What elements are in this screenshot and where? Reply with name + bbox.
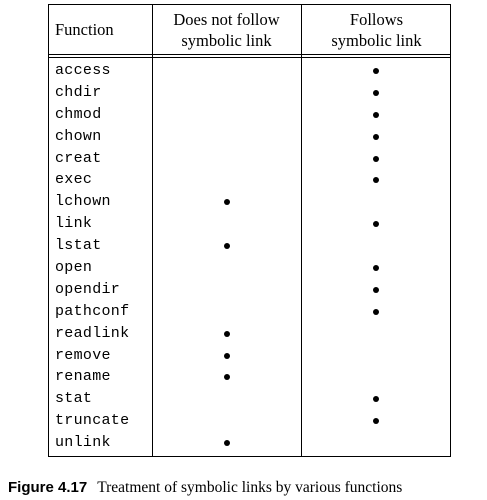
function-name: truncate	[55, 412, 130, 430]
nofollow-bullet	[224, 352, 230, 359]
function-name: link	[55, 215, 93, 233]
table-row: chown	[49, 126, 450, 148]
function-name: lchown	[55, 193, 111, 211]
follow-bullet	[373, 111, 379, 118]
header-function: Function	[49, 5, 152, 54]
nofollow-bullet	[224, 243, 230, 250]
header-rule	[49, 57, 450, 58]
table-row: readlink	[49, 323, 450, 345]
header-function-label: Function	[55, 20, 114, 39]
nofollow-bullet	[224, 330, 230, 337]
follow-bullet	[373, 286, 379, 293]
function-name: rename	[55, 368, 111, 386]
header-follow-line2: symbolic link	[331, 30, 422, 50]
follow-bullet	[373, 221, 379, 228]
figure-label: Figure 4.17	[8, 479, 88, 496]
follow-bullet	[373, 89, 379, 96]
table-row: truncate	[49, 410, 450, 432]
table-row: lchown	[49, 191, 450, 213]
header-nofollow: Does not follow symbolic link	[152, 5, 301, 54]
table-row: exec	[49, 169, 450, 191]
nofollow-bullet	[224, 440, 230, 447]
table-row: open	[49, 257, 450, 279]
table-row: chmod	[49, 104, 450, 126]
function-name: exec	[55, 171, 93, 189]
column-divider	[301, 5, 302, 456]
header-rule	[49, 54, 450, 55]
table-row: rename	[49, 366, 450, 388]
header-follow-line1: Follows	[349, 9, 404, 29]
function-name: remove	[55, 346, 111, 364]
table-row: opendir	[49, 279, 450, 301]
follow-bullet	[373, 133, 379, 140]
table-row: stat	[49, 388, 450, 410]
table-row: unlink	[49, 432, 450, 454]
function-name: chdir	[55, 83, 102, 101]
column-divider	[152, 5, 153, 456]
nofollow-bullet	[224, 374, 230, 381]
function-name: chown	[55, 127, 102, 145]
function-name: lstat	[55, 237, 102, 255]
header-follow: Follows symbolic link	[301, 5, 452, 54]
follow-bullet	[373, 68, 379, 74]
table-row: lstat	[49, 235, 450, 257]
figure-caption-text: Treatment of symbolic links by various f…	[97, 479, 403, 496]
follow-bullet	[373, 396, 379, 403]
table-row: pathconf	[49, 301, 450, 323]
figure-caption: Figure 4.17 Treatment of symbolic links b…	[8, 478, 402, 498]
table-body: access chdir chmod chown creat exec lchown link…	[49, 60, 450, 454]
table-row: access	[49, 60, 450, 82]
table-row: chdir	[49, 82, 450, 104]
header-nofollow-line1: Does not follow	[173, 9, 280, 29]
function-name: stat	[55, 390, 93, 408]
function-name: unlink	[55, 434, 111, 452]
function-name: chmod	[55, 105, 102, 123]
follow-bullet	[373, 265, 379, 272]
function-name: creat	[55, 149, 102, 167]
function-name: access	[55, 62, 111, 79]
nofollow-bullet	[224, 199, 230, 206]
symlink-table: Function Does not follow symbolic link F…	[48, 4, 451, 457]
function-name: open	[55, 259, 93, 277]
follow-bullet	[373, 308, 379, 315]
table-row: remove	[49, 345, 450, 367]
follow-bullet	[373, 177, 379, 184]
function-name: readlink	[55, 324, 130, 342]
function-name: pathconf	[55, 302, 130, 320]
follow-bullet	[373, 155, 379, 162]
function-name: opendir	[55, 280, 121, 298]
table-row: link	[49, 213, 450, 235]
table-row: creat	[49, 148, 450, 170]
header-nofollow-line2: symbolic link	[181, 30, 272, 50]
follow-bullet	[373, 418, 379, 425]
